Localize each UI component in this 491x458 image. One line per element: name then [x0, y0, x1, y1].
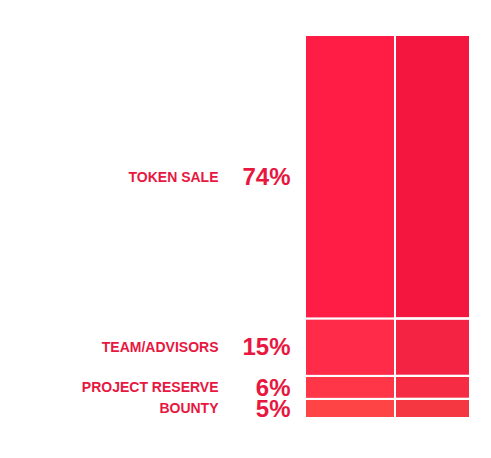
svg-text:PROJECT RESERVE: PROJECT RESERVE — [82, 379, 219, 395]
svg-text:6%: 6% — [256, 374, 291, 401]
svg-text:74%: 74% — [242, 163, 290, 190]
svg-text:TOKEN SALE: TOKEN SALE — [129, 169, 219, 185]
svg-text:BOUNTY: BOUNTY — [159, 400, 219, 416]
svg-text:TEAM/ADVISORS: TEAM/ADVISORS — [102, 339, 219, 355]
svg-text:15%: 15% — [242, 333, 290, 360]
svg-text:5%: 5% — [255, 394, 291, 422]
